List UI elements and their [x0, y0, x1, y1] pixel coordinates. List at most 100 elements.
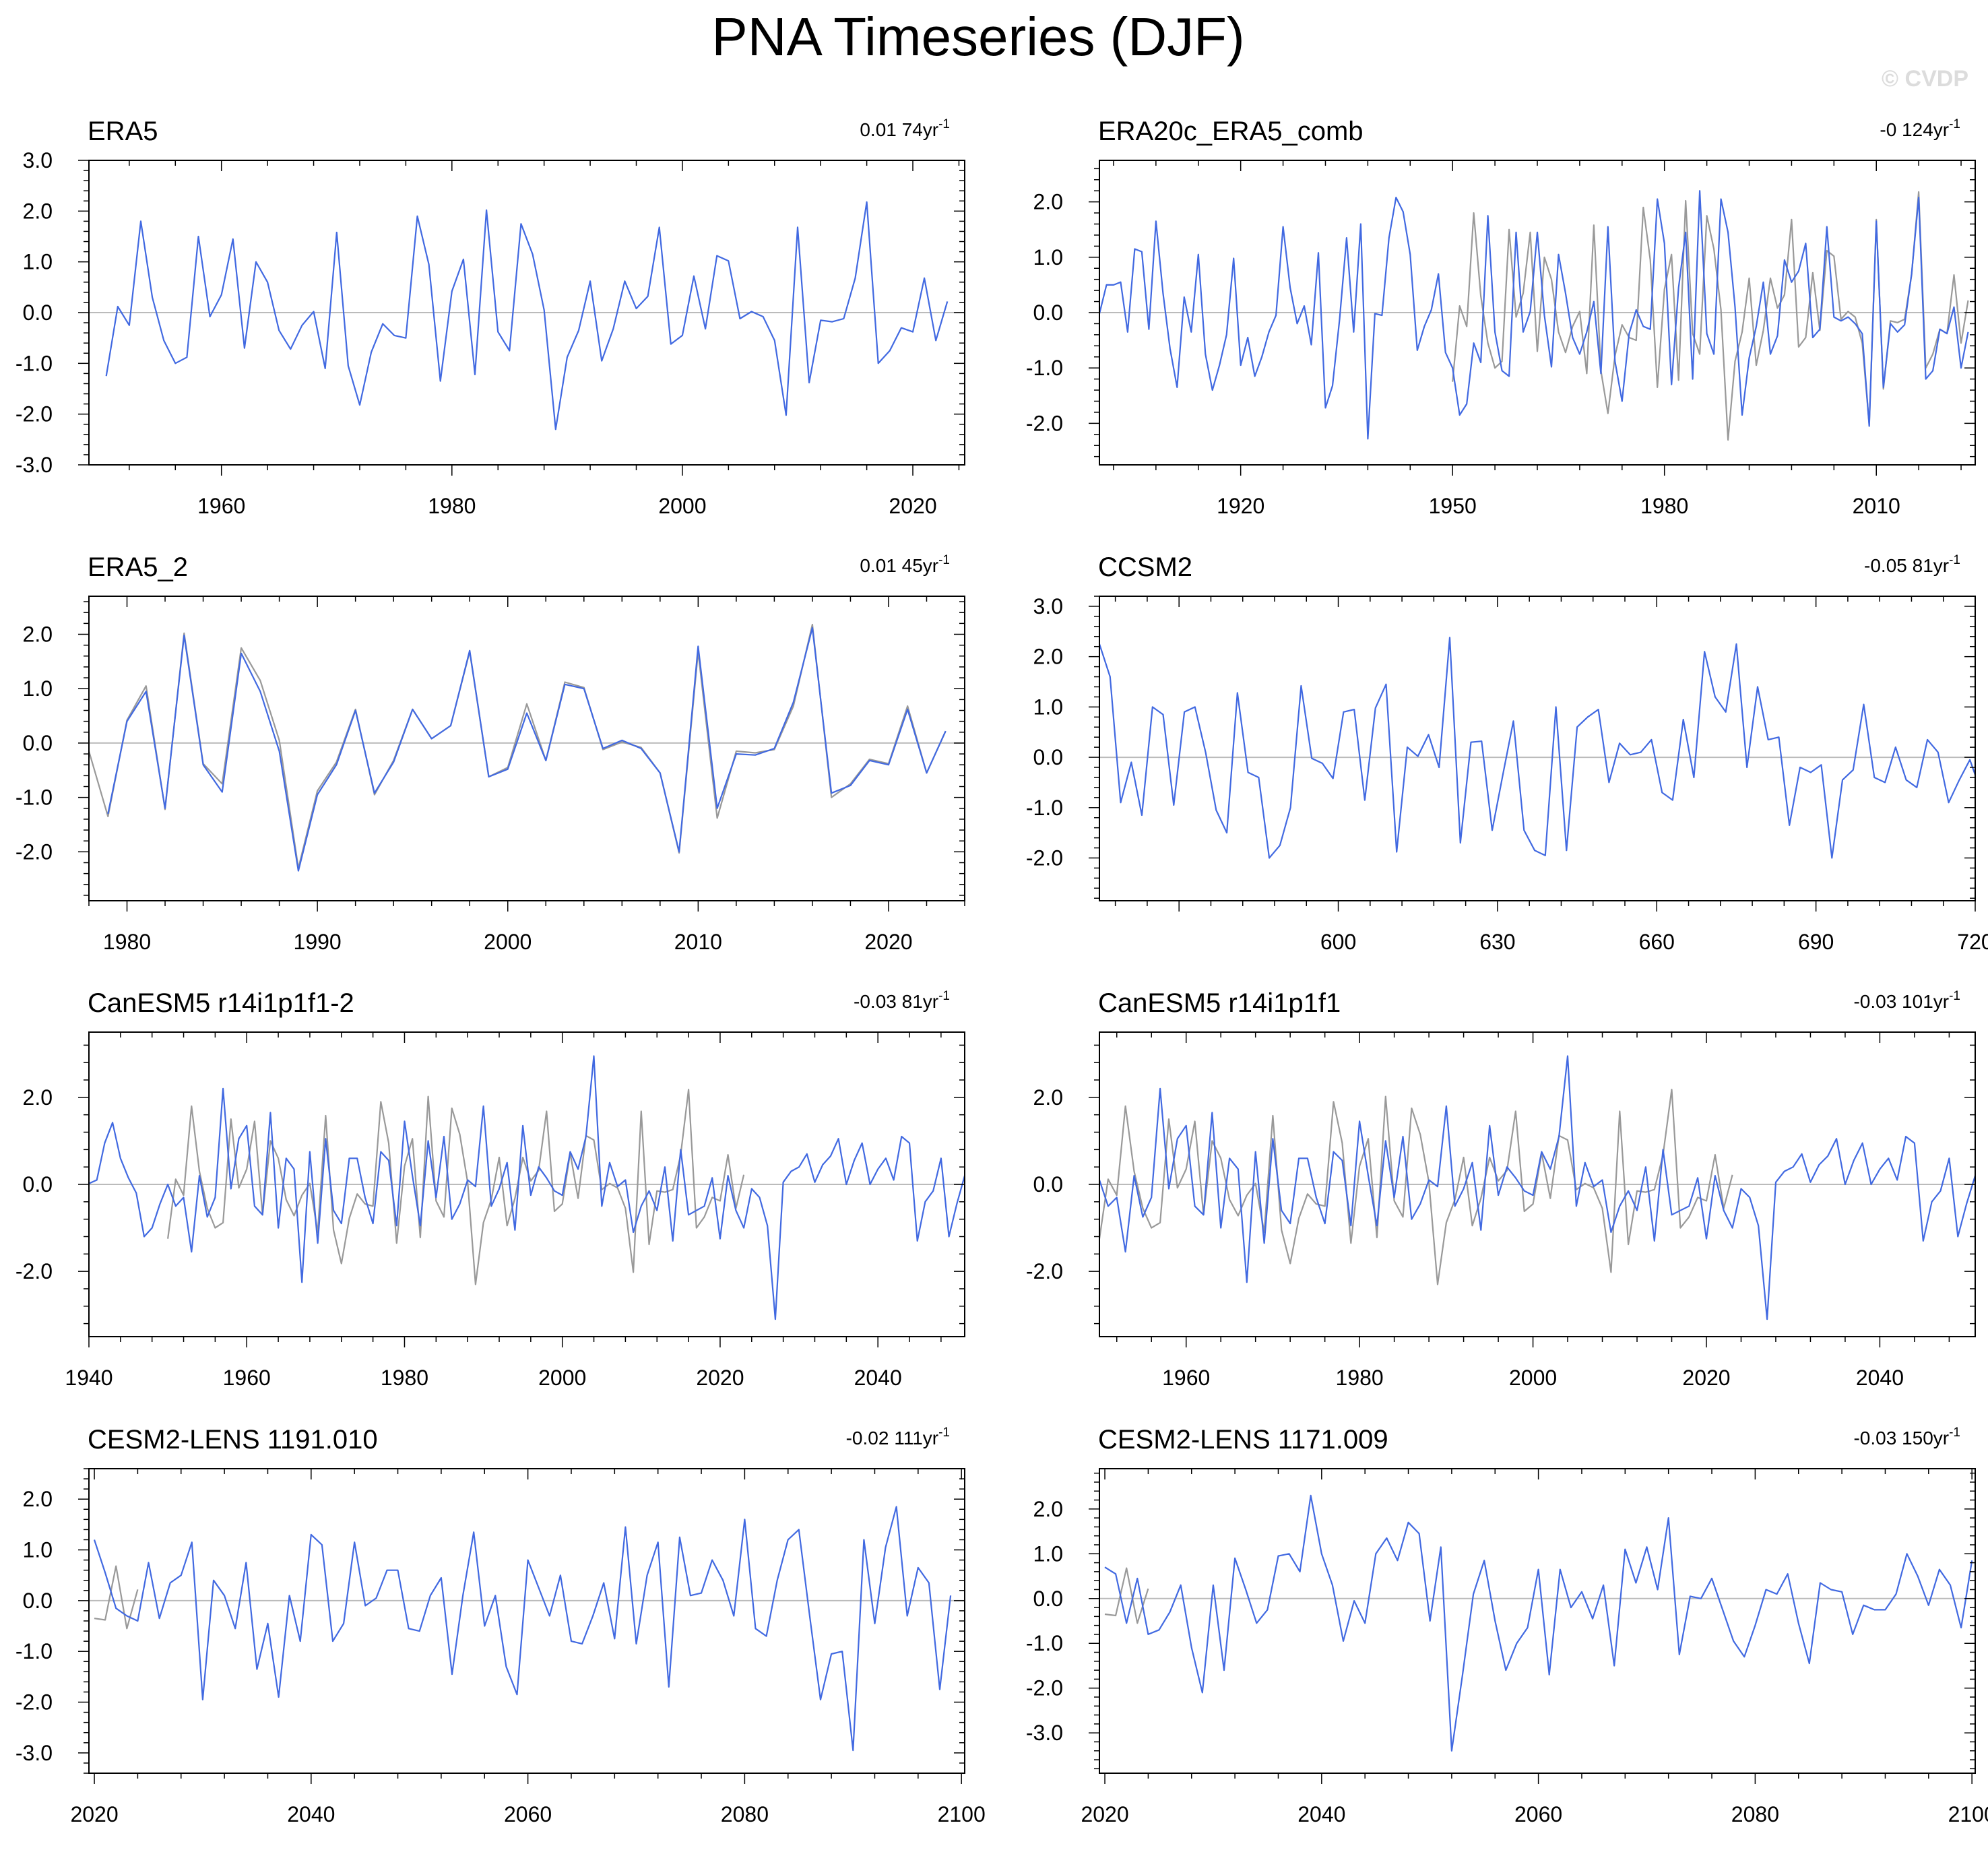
x-tick-label: 630	[1479, 930, 1515, 954]
x-tick-label: 1980	[381, 1366, 428, 1390]
y-tick-label: 2.0	[1033, 645, 1063, 669]
y-tick-label: 2.0	[23, 199, 53, 223]
y-tick-label: -2.0	[1026, 411, 1063, 435]
y-tick-label: 0.0	[1033, 745, 1063, 769]
x-tick-label: 600	[1320, 930, 1356, 954]
y-tick-label: -1.0	[1026, 356, 1063, 380]
x-tick-label: 2000	[538, 1366, 586, 1390]
y-tick-label: 0.0	[23, 1172, 53, 1197]
panel-3: ERA5_2 0.01 45yr-1 -2.0 -1.0 0.0 1.0 2.0 1980 19…	[15, 552, 965, 954]
y-tick-label: 1.0	[23, 676, 53, 701]
y-tick-label: -1.0	[1026, 796, 1063, 820]
x-tick-label: 2020	[70, 1802, 118, 1826]
x-tick-label: 660	[1639, 930, 1675, 954]
y-tick-label: 1.0	[23, 250, 53, 274]
x-tick-label: 2010	[674, 930, 722, 954]
main-title: PNA Timeseries (DJF)	[711, 7, 1244, 67]
x-tick-label: 2040	[854, 1366, 902, 1390]
x-tick-label: 690	[1798, 930, 1834, 954]
y-tick-label: 3.0	[1033, 594, 1063, 618]
y-tick-label: -1.0	[15, 786, 53, 810]
x-tick-label: 2100	[1948, 1802, 1988, 1826]
x-tick-label: 1990	[294, 930, 342, 954]
y-tick-label: -1.0	[15, 351, 53, 375]
y-tick-label: -2.0	[15, 402, 53, 426]
y-tick-label: -2.0	[15, 839, 53, 864]
panel-6: CanESM5 r14i1p1f1 -0.03 101yr-1 -2.0 0.0 2.0…	[1026, 988, 1976, 1390]
x-tick-label: 2020	[864, 930, 912, 954]
x-tick-label: 1960	[1162, 1366, 1210, 1390]
x-tick-label: 1960	[197, 494, 245, 518]
series-line-reference	[1104, 1567, 1149, 1624]
x-tick-label: 2000	[658, 494, 706, 518]
plot-frame	[1099, 1468, 1976, 1774]
panels: ERA5 0.01 74yr-1 -3.0 -2.0 -1.0 0.0 1.0 2.0 3.0 1…	[15, 117, 1988, 1826]
trend-label: -0.05 81yr-1	[1864, 553, 1960, 576]
trend-label: -0.03 81yr-1	[854, 989, 950, 1012]
x-tick-label: 2040	[1856, 1366, 1904, 1390]
panel-8: CESM2-LENS 1171.009 -0.03 150yr-1 -3.0 -2.0…	[1026, 1425, 1988, 1826]
series-line-model	[1104, 1494, 1973, 1752]
series-line-model	[1099, 637, 1975, 859]
panel-2: ERA20c_ERA5_comb -0 124yr-1 -2.0 -1.0 0.0 1.0…	[1026, 117, 1976, 518]
y-tick-label: -3.0	[15, 453, 53, 477]
y-tick-label: 0.0	[1033, 1172, 1063, 1197]
x-tick-label: 1920	[1217, 494, 1264, 518]
y-tick-label: 2.0	[1033, 1085, 1063, 1110]
plot-frame	[88, 596, 965, 901]
y-tick-label: 1.0	[1033, 695, 1063, 719]
x-tick-label: 1980	[1336, 1366, 1384, 1390]
x-tick-label: 1950	[1429, 494, 1477, 518]
x-tick-label: 2000	[484, 930, 532, 954]
y-tick-label: -2.0	[15, 1259, 53, 1283]
y-tick-label: -3.0	[15, 1741, 53, 1765]
trend-label: 0.01 74yr-1	[860, 117, 950, 140]
trend-label: -0.03 101yr-1	[1853, 989, 1960, 1012]
x-tick-label: 2040	[287, 1802, 335, 1826]
x-tick-label: 2020	[1081, 1802, 1128, 1826]
series-line-model	[89, 1055, 965, 1320]
panel-title: CanESM5 r14i1p1f1	[1098, 988, 1341, 1018]
y-tick-label: -1.0	[1026, 1631, 1063, 1655]
y-tick-label: 3.0	[23, 148, 53, 172]
x-tick-label: 1960	[223, 1366, 271, 1390]
y-tick-label: -1.0	[15, 1639, 53, 1663]
panel-4: CCSM2 -0.05 81yr-1 -2.0 -1.0 0.0 1.0 2.0 3.0 600…	[1026, 552, 1988, 954]
x-tick-label: 2010	[1853, 494, 1900, 518]
y-tick-label: 2.0	[1033, 190, 1063, 214]
y-tick-label: 2.0	[1033, 1497, 1063, 1521]
y-tick-label: -2.0	[15, 1690, 53, 1715]
panel-5: CanESM5 r14i1p1f1-2 -0.03 81yr-1 -2.0 0.0 2.…	[15, 988, 965, 1390]
plot-frame	[1099, 596, 1976, 901]
y-tick-label: -2.0	[1026, 846, 1063, 870]
y-tick-label: 0.0	[1033, 1587, 1063, 1611]
y-tick-label: 0.0	[23, 731, 53, 755]
y-tick-label: 2.0	[23, 1085, 53, 1110]
x-tick-label: 2000	[1509, 1366, 1557, 1390]
x-tick-label: 2040	[1297, 1802, 1345, 1826]
series-line-model	[107, 627, 947, 872]
panel-7: CESM2-LENS 1191.010 -0.02 111yr-1 -3.0 -2.0…	[15, 1425, 986, 1826]
series-line-reference	[94, 1565, 139, 1630]
panel-title: ERA5	[88, 117, 158, 146]
panel-title: CCSM2	[1098, 552, 1192, 582]
y-tick-label: 0.0	[1033, 300, 1063, 325]
x-tick-label: 2020	[696, 1366, 744, 1390]
panel-title: CESM2-LENS 1191.010	[88, 1425, 378, 1455]
x-tick-label: 1940	[65, 1366, 113, 1390]
series-line-model	[1099, 1055, 1975, 1320]
x-tick-label: 1980	[103, 930, 151, 954]
y-tick-label: 2.0	[23, 1487, 53, 1511]
y-tick-label: -3.0	[1026, 1721, 1063, 1745]
y-tick-label: 0.0	[23, 300, 53, 325]
y-tick-label: 1.0	[23, 1538, 53, 1562]
x-tick-label: 1980	[1640, 494, 1688, 518]
x-tick-label: 2060	[504, 1802, 552, 1826]
panel-title: CanESM5 r14i1p1f1-2	[88, 988, 354, 1018]
x-tick-label: 2100	[938, 1802, 986, 1826]
y-tick-label: -2.0	[1026, 1259, 1063, 1283]
x-tick-label: 2020	[889, 494, 936, 518]
x-tick-label: 2080	[721, 1802, 769, 1826]
x-tick-label: 2080	[1731, 1802, 1779, 1826]
